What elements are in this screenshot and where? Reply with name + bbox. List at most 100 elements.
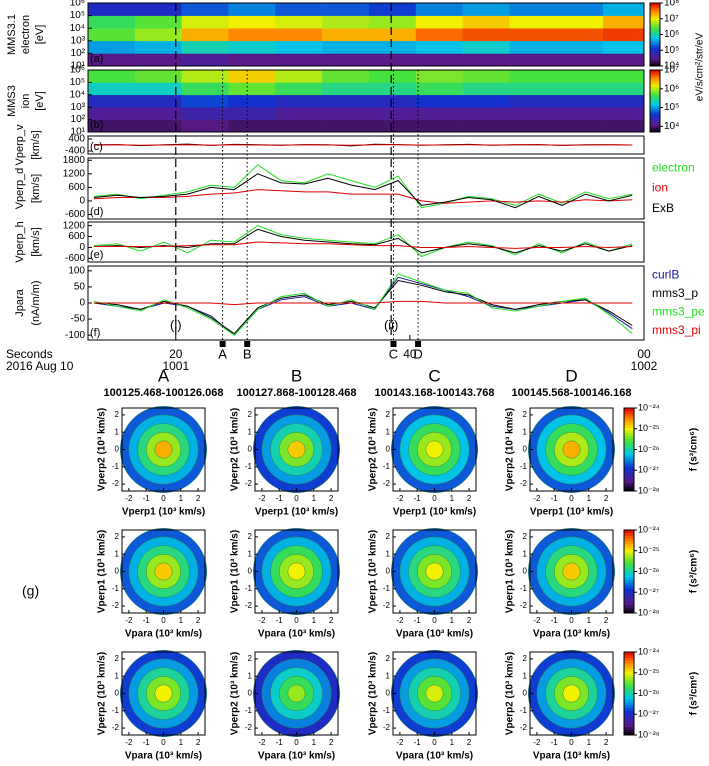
colorbar-step xyxy=(624,671,634,675)
colorbar-tick-label: 10⁻²⁷ xyxy=(638,465,659,475)
colorbar-tick-label: 10⁻²⁶ xyxy=(638,688,660,698)
heatmap-cell xyxy=(368,3,417,16)
colorbar-tick-label: 10⁷ xyxy=(664,13,679,24)
heatmap-cell xyxy=(322,28,370,42)
colorbar-step xyxy=(624,477,634,481)
x-tick-label: 1 xyxy=(312,738,317,747)
y-tick-label: -1 xyxy=(245,706,253,715)
heatmap-cell xyxy=(556,70,604,83)
x-tick-label: 0 xyxy=(432,738,437,747)
colorbar-step xyxy=(650,13,660,16)
heatmap-cell xyxy=(228,82,276,96)
heatmap-cell xyxy=(88,15,136,29)
heatmap-cell xyxy=(88,28,136,42)
heatmap-cell xyxy=(134,53,182,67)
heatmap-cell xyxy=(275,82,323,96)
y-tick-label: 10³ xyxy=(71,35,86,46)
y-tick-label: 400 xyxy=(68,134,85,145)
y-tick-label: 0 xyxy=(115,445,120,454)
colorbar-step xyxy=(650,49,660,52)
x-tick-label: 0 xyxy=(569,738,574,747)
series-line xyxy=(93,273,633,336)
reference-label: (i) xyxy=(170,317,182,332)
colorbar-tick-label: 10⁻²⁴ xyxy=(638,402,660,412)
heatmap-cell xyxy=(181,3,229,16)
panel-label: (f) xyxy=(90,327,100,339)
colorbar-step xyxy=(624,588,634,592)
colorbar-step xyxy=(624,543,634,547)
x-tick-label: 0 xyxy=(161,738,166,747)
colorbar-step xyxy=(624,460,634,464)
colorbar-step xyxy=(650,55,660,58)
heatmap-cell xyxy=(509,107,557,120)
colorbar-step xyxy=(650,63,660,67)
x-tick-label: -2 xyxy=(258,494,266,503)
colorbar-step xyxy=(650,15,660,19)
heatmap-cell xyxy=(462,40,510,54)
colorbar-step xyxy=(650,57,660,61)
y-tick-label: -2 xyxy=(520,479,528,488)
colorbar-step xyxy=(650,51,660,54)
colorbar-step xyxy=(650,72,660,75)
x-tick-label: 2 xyxy=(329,738,334,747)
colorbar-step xyxy=(624,413,634,417)
colorbar-step xyxy=(624,687,634,692)
y-axis-label: [km/s] xyxy=(30,174,42,203)
colorbar-step xyxy=(624,410,634,414)
colorbar-step xyxy=(624,549,634,553)
y-tick-label: 100 xyxy=(68,265,85,276)
x-axis-label: Vpara (10³ km/s) xyxy=(258,629,335,640)
colorbar-tick-label: 10⁴ xyxy=(664,61,679,72)
x-tick-label: -2 xyxy=(258,738,266,747)
x-axis-label: Vpara (10³ km/s) xyxy=(533,629,610,640)
x-tick-label: -1 xyxy=(414,494,422,503)
heatmap-cell xyxy=(603,3,645,16)
distribution-ring xyxy=(425,684,444,703)
heatmap-cell xyxy=(88,94,136,108)
colorbar-step xyxy=(650,84,660,87)
colorbar-step xyxy=(624,457,634,461)
colorbar-tick-label: 10⁶ xyxy=(664,83,679,94)
x-tick-label: 2 xyxy=(196,738,201,747)
colorbar-step xyxy=(650,119,660,123)
y-tick-label: 2 xyxy=(248,532,253,541)
x-tick-label: 0 xyxy=(432,616,437,625)
x-axis-label: Vpara (10³ km/s) xyxy=(396,629,473,640)
colorbar-step xyxy=(624,479,634,484)
y-tick-label: 0 xyxy=(248,689,253,698)
colorbar-tick-label: 10⁷ xyxy=(664,65,679,76)
panel-frame xyxy=(87,221,645,263)
column-title: 100145.568-100146.168 xyxy=(512,387,632,399)
colorbar-step xyxy=(650,9,660,12)
heatmap-cell xyxy=(275,94,323,108)
colorbar-step xyxy=(650,111,660,114)
colorbar-step xyxy=(624,565,634,570)
x-tick-label: 2 xyxy=(329,494,334,503)
colorbar-step xyxy=(624,707,634,711)
heatmap-cell xyxy=(509,53,557,67)
y-tick-label: 0 xyxy=(248,445,253,454)
colorbar-step xyxy=(650,36,660,40)
colorbar-tick-label: 10⁻²⁸ xyxy=(638,729,660,739)
x-tick-label: -1 xyxy=(276,494,284,503)
colorbar-step xyxy=(624,424,634,428)
colorbar-step xyxy=(624,593,634,597)
x-tick-label: -2 xyxy=(125,494,133,503)
colorbar-step xyxy=(624,485,634,489)
colorbar-step xyxy=(624,712,634,717)
panel-label: (d) xyxy=(90,206,103,218)
x-tick-label: 0 xyxy=(432,494,437,503)
y-tick-label: 1 xyxy=(523,549,528,558)
x-tick-label: -1 xyxy=(551,738,559,747)
colorbar-step xyxy=(624,590,634,595)
colorbar-step xyxy=(650,40,660,44)
colorbar-step xyxy=(624,554,634,559)
colorbar-step xyxy=(624,696,634,700)
colorbar-step xyxy=(650,24,660,27)
y-axis-label: [eV] xyxy=(34,25,46,45)
heatmap-cell xyxy=(509,119,557,133)
y-tick-label: -2 xyxy=(383,601,391,610)
distribution-ring xyxy=(562,440,581,459)
heatmap-cell xyxy=(181,28,229,42)
y-tick-label: 0 xyxy=(386,445,391,454)
